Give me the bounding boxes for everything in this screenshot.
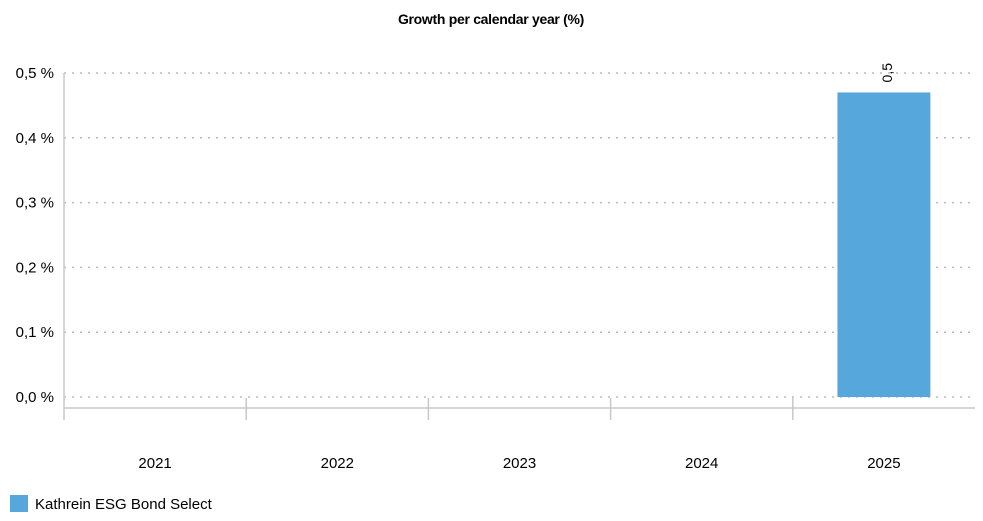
- legend: Kathrein ESG Bond Select: [10, 495, 213, 513]
- legend-label: Kathrein ESG Bond Select: [35, 496, 213, 513]
- x-tick-label: 2021: [138, 455, 171, 472]
- y-tick-label: 0,4 %: [16, 130, 54, 147]
- x-tick-label: 2023: [503, 455, 536, 472]
- x-tick-label: 2022: [321, 455, 354, 472]
- x-tick-label: 2025: [867, 455, 900, 472]
- legend-swatch: [10, 495, 28, 512]
- y-tick-label: 0,3 %: [16, 195, 54, 212]
- data-label: 0,5: [879, 63, 895, 83]
- y-tick-label: 0,1 %: [16, 324, 54, 341]
- axes: 0,0 % 0,1 % 0,2 % 0,3 % 0,4 % 0,5 % 2021 2022 20…: [16, 65, 975, 472]
- y-tick-label: 0,2 %: [16, 259, 54, 276]
- y-tick-label: 0,5 %: [16, 65, 54, 82]
- bars: [837, 92, 931, 397]
- x-tick-label: 2024: [685, 455, 718, 472]
- chart-title: Growth per calendar year (%): [398, 11, 584, 27]
- y-tick-label: 0,0 %: [16, 389, 54, 406]
- data-labels: 0,5: [879, 63, 895, 83]
- bar: [837, 92, 931, 397]
